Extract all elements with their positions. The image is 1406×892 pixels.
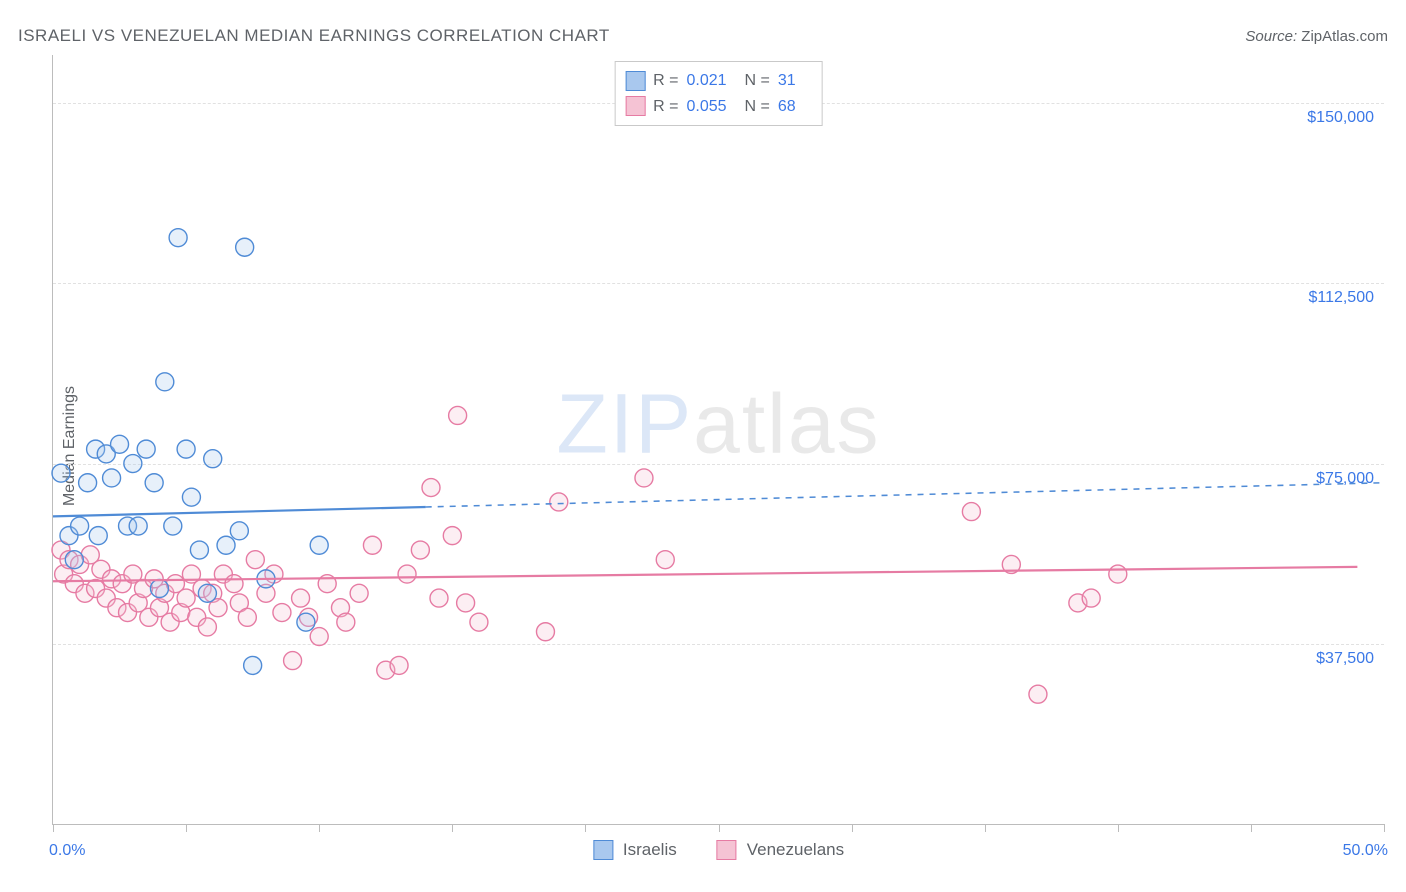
- scatter-point: [129, 517, 147, 535]
- scatter-point: [656, 551, 674, 569]
- plot-area: ZIPatlas $37,500$75,000$112,500$150,000 …: [52, 55, 1384, 825]
- scatter-point: [65, 551, 83, 569]
- scatter-point: [156, 373, 174, 391]
- x-tick: [985, 824, 986, 832]
- stat-swatch-1: [625, 96, 645, 116]
- scatter-point: [310, 628, 328, 646]
- scatter-point: [457, 594, 475, 612]
- series-label-0: Israelis: [623, 840, 677, 860]
- scatter-point: [449, 406, 467, 424]
- scatter-point: [411, 541, 429, 559]
- scatter-point: [79, 474, 97, 492]
- x-tick: [186, 824, 187, 832]
- chart-title: ISRAELI VS VENEZUELAN MEDIAN EARNINGS CO…: [18, 26, 610, 46]
- source-name: ZipAtlas.com: [1301, 28, 1388, 45]
- scatter-point: [52, 464, 70, 482]
- scatter-point: [962, 503, 980, 521]
- scatter-point: [103, 469, 121, 487]
- scatter-point: [1082, 589, 1100, 607]
- scatter-point: [390, 656, 408, 674]
- x-tick: [852, 824, 853, 832]
- scatter-point: [443, 527, 461, 545]
- scatter-point: [246, 551, 264, 569]
- stat-r-prefix-0: R =: [653, 68, 678, 94]
- scatter-point: [204, 450, 222, 468]
- x-tick: [585, 824, 586, 832]
- x-tick: [319, 824, 320, 832]
- scatter-point: [230, 522, 248, 540]
- scatter-point: [177, 440, 195, 458]
- stat-n-value-0: 31: [778, 68, 808, 94]
- series-swatch-1: [717, 840, 737, 860]
- x-tick: [1251, 824, 1252, 832]
- x-tick: [53, 824, 54, 832]
- scatter-point: [536, 623, 554, 641]
- stat-swatch-0: [625, 71, 645, 91]
- scatter-point: [1109, 565, 1127, 583]
- x-tick: [1118, 824, 1119, 832]
- scatter-point: [284, 652, 302, 670]
- stat-r-value-0: 0.021: [687, 68, 737, 94]
- x-tick: [719, 824, 720, 832]
- stat-r-value-1: 0.055: [687, 94, 737, 120]
- scatter-point: [164, 517, 182, 535]
- x-tick: [452, 824, 453, 832]
- x-tick: [1384, 824, 1385, 832]
- stat-n-prefix-1: N =: [745, 94, 770, 120]
- scatter-point: [550, 493, 568, 511]
- scatter-point: [111, 435, 129, 453]
- scatter-point: [150, 579, 168, 597]
- trend-line-solid: [53, 507, 426, 516]
- scatter-point: [470, 613, 488, 631]
- scatter-point: [363, 536, 381, 554]
- scatter-point: [182, 488, 200, 506]
- scatter-point: [190, 541, 208, 559]
- source-prefix: Source:: [1245, 28, 1297, 45]
- title-bar: ISRAELI VS VENEZUELAN MEDIAN EARNINGS CO…: [18, 22, 1388, 50]
- stat-r-prefix-1: R =: [653, 94, 678, 120]
- plot-svg: [53, 55, 1384, 824]
- scatter-point: [225, 575, 243, 593]
- scatter-point: [169, 229, 187, 247]
- x-label-right: 50.0%: [1343, 842, 1388, 860]
- stat-n-value-1: 68: [778, 94, 808, 120]
- scatter-point: [430, 589, 448, 607]
- scatter-point: [89, 527, 107, 545]
- scatter-point: [217, 536, 235, 554]
- scatter-point: [292, 589, 310, 607]
- series-legend-item-1: Venezuelans: [717, 840, 844, 860]
- scatter-point: [244, 656, 262, 674]
- series-label-1: Venezuelans: [747, 840, 844, 860]
- stat-row-0: R = 0.021 N = 31: [625, 68, 808, 94]
- scatter-point: [71, 517, 89, 535]
- scatter-point: [422, 479, 440, 497]
- scatter-point: [137, 440, 155, 458]
- chart-container: ISRAELI VS VENEZUELAN MEDIAN EARNINGS CO…: [0, 0, 1406, 892]
- stat-n-prefix-0: N =: [745, 68, 770, 94]
- scatter-point: [198, 584, 216, 602]
- scatter-point: [310, 536, 328, 554]
- scatter-point: [177, 589, 195, 607]
- scatter-point: [337, 613, 355, 631]
- scatter-point: [398, 565, 416, 583]
- scatter-point: [297, 613, 315, 631]
- series-swatch-0: [593, 840, 613, 860]
- stat-row-1: R = 0.055 N = 68: [625, 94, 808, 120]
- source-label: Source: ZipAtlas.com: [1245, 28, 1388, 45]
- scatter-point: [124, 455, 142, 473]
- stat-legend: R = 0.021 N = 31 R = 0.055 N = 68: [614, 61, 823, 126]
- series-legend: Israelis Venezuelans: [593, 840, 844, 860]
- series-legend-item-0: Israelis: [593, 840, 677, 860]
- scatter-point: [273, 604, 291, 622]
- scatter-point: [350, 584, 368, 602]
- scatter-point: [145, 474, 163, 492]
- scatter-point: [198, 618, 216, 636]
- scatter-point: [236, 238, 254, 256]
- trend-line-dashed: [426, 483, 1384, 507]
- x-label-left: 0.0%: [49, 842, 85, 860]
- scatter-point: [238, 608, 256, 626]
- scatter-point: [1029, 685, 1047, 703]
- scatter-point: [635, 469, 653, 487]
- trend-line-solid: [53, 567, 1357, 581]
